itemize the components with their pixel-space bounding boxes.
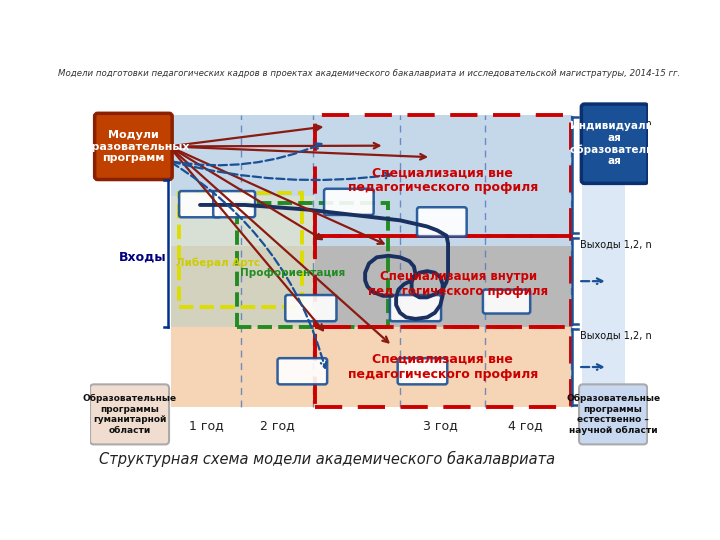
Bar [171,115,570,246]
FancyBboxPatch shape [483,289,530,314]
FancyBboxPatch shape [397,358,447,384]
Bar [171,327,570,408]
FancyBboxPatch shape [179,191,221,217]
Text: Специализация вне
педагогического профиля: Специализация вне педагогического профил… [348,166,538,194]
Text: Модели подготовки педагогических кадров в проектах академического бакалавриата и: Модели подготовки педагогических кадров … [58,70,680,78]
Text: 3 год: 3 год [423,419,458,432]
Bar [238,204,388,327]
Text: Образовательные
программы
естественно –
научной области: Образовательные программы естественно – … [566,394,660,435]
FancyBboxPatch shape [324,189,374,215]
Bar [171,195,315,327]
Text: Специализация вне
педагогического профиля: Специализация вне педагогического профил… [348,353,538,381]
Bar [315,327,570,408]
FancyBboxPatch shape [579,384,647,444]
FancyBboxPatch shape [285,295,336,321]
Bar [315,236,570,327]
Text: Специализация внутри
пед  гогического профиля: Специализация внутри пед гогического про… [368,270,548,298]
Bar [179,193,302,307]
FancyBboxPatch shape [277,358,327,384]
Text: 2 год: 2 год [260,419,295,432]
Text: Структурная схема модели академического бакалавриата: Структурная схема модели академического … [99,450,555,467]
Text: Индивидуальн
ая
образовательн
ая: Индивидуальн ая образовательн ая [570,121,660,166]
Text: Выходы 1,2, n: Выходы 1,2, n [580,119,652,129]
FancyBboxPatch shape [390,295,441,321]
FancyBboxPatch shape [90,384,169,444]
Text: 1 год: 1 год [189,419,224,432]
FancyBboxPatch shape [581,104,648,184]
Text: Профориентация: Профориентация [240,268,346,278]
FancyBboxPatch shape [417,207,467,237]
Text: Выходы 1,2, n: Выходы 1,2, n [580,240,652,249]
Bar [315,115,570,236]
FancyBboxPatch shape [94,113,172,179]
Text: 4 год: 4 год [508,419,543,432]
Text: Модули
образовательных
программ: Модули образовательных программ [76,130,190,163]
FancyBboxPatch shape [213,191,255,217]
Text: Выходы 1,2, n: Выходы 1,2, n [580,330,652,340]
Bar [582,111,625,408]
Text: Либерал Артс: Либерал Артс [176,258,260,268]
Bar [171,246,570,327]
Text: Входы: Входы [119,251,166,264]
Text: Образовательные
программы
гуманитарной
области: Образовательные программы гуманитарной о… [83,394,176,435]
